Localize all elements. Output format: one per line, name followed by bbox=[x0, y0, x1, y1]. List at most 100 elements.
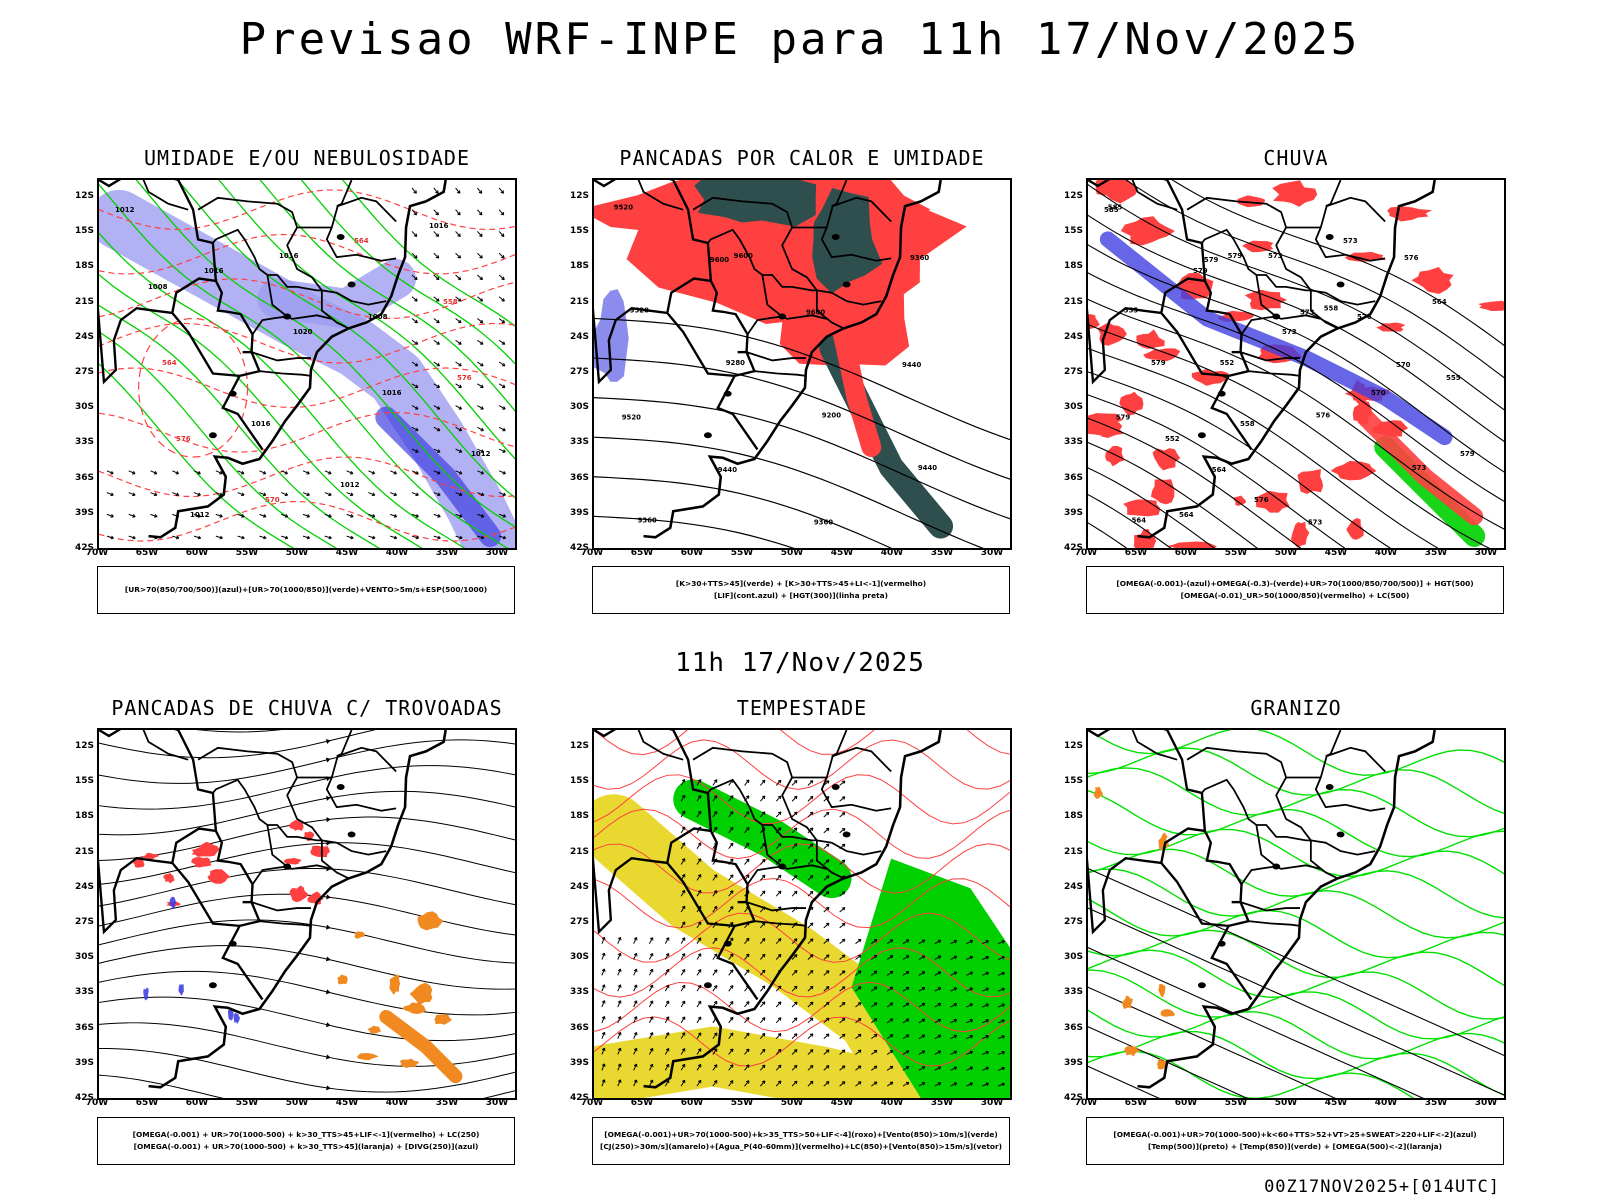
wind-vector bbox=[950, 1003, 957, 1008]
wind-vector bbox=[905, 1002, 910, 1007]
blue-band bbox=[1099, 231, 1453, 446]
wind-vector bbox=[985, 940, 990, 944]
lat-label: 24S bbox=[1063, 331, 1083, 342]
wind-vector bbox=[777, 1017, 782, 1021]
wind-vector bbox=[982, 987, 989, 992]
lon-label: 35W bbox=[930, 1098, 954, 1108]
lake bbox=[831, 234, 840, 240]
wind-arrow bbox=[324, 535, 332, 539]
wind-vector bbox=[809, 954, 814, 958]
lon-label: 50W bbox=[780, 548, 804, 558]
wind-vector bbox=[825, 1001, 830, 1006]
wind-vector bbox=[617, 1000, 621, 1008]
lon-label: 45W bbox=[335, 548, 359, 558]
wind-vector bbox=[937, 987, 942, 991]
temp850-contour bbox=[1088, 747, 1504, 814]
wind-vector bbox=[745, 842, 750, 847]
lat-label: 39S bbox=[1063, 1057, 1083, 1068]
streamline bbox=[99, 765, 515, 810]
hgt-label: 9520 bbox=[630, 307, 649, 315]
lon-label: 40W bbox=[385, 1098, 409, 1108]
wind-vector bbox=[681, 842, 686, 846]
wind-vector bbox=[953, 955, 958, 960]
wind-arrow bbox=[498, 448, 506, 453]
lon-label: 65W bbox=[1124, 1098, 1148, 1108]
contour-label: 585 bbox=[1104, 206, 1119, 214]
state-border bbox=[637, 730, 684, 761]
wind-vector bbox=[905, 955, 910, 959]
wind-vector bbox=[921, 1066, 926, 1070]
wind-arrow bbox=[415, 535, 419, 540]
wind-vector bbox=[633, 984, 638, 992]
wind-vector bbox=[760, 795, 766, 802]
hgt500-label: 576 bbox=[1404, 254, 1419, 262]
wind-arrow bbox=[433, 361, 440, 367]
country-border bbox=[1160, 277, 1229, 378]
wind-arrow bbox=[433, 209, 439, 216]
wind-arrow bbox=[197, 470, 201, 475]
lon-label: 60W bbox=[680, 1098, 704, 1108]
wind-vector bbox=[807, 780, 814, 786]
wind-vector bbox=[745, 937, 750, 942]
legend-line: [OMEGA(-0.001) + UR>70(1000-500) + k>30_… bbox=[132, 1130, 480, 1139]
map-panel[interactable] bbox=[1086, 728, 1506, 1100]
wind-arrow bbox=[193, 513, 201, 518]
wind-vector bbox=[823, 1049, 830, 1055]
wind-vector bbox=[681, 858, 686, 862]
contour-label: 576 bbox=[1254, 496, 1269, 504]
map-panel[interactable]: 585 579 573 570 579 564 573 576 555 552 576 573 564 5… bbox=[1086, 178, 1506, 550]
hgt500-label: 579 bbox=[1204, 256, 1219, 264]
streamline-arrow bbox=[326, 894, 331, 900]
wind-vector bbox=[997, 1035, 1005, 1040]
wind-vector bbox=[760, 1017, 766, 1024]
wind-vector bbox=[713, 937, 718, 942]
wind-vector bbox=[760, 1080, 766, 1087]
wind-arrow bbox=[455, 448, 463, 453]
wind-vector bbox=[761, 795, 766, 800]
wind-vector bbox=[729, 858, 734, 863]
temp850-contour bbox=[1088, 1031, 1504, 1096]
lat-label: 30S bbox=[74, 952, 94, 963]
red-contour bbox=[594, 843, 1010, 894]
map-panel[interactable] bbox=[97, 178, 517, 550]
map-panel[interactable] bbox=[592, 728, 1012, 1100]
wind-vector bbox=[697, 842, 702, 846]
lat-label: 12S bbox=[569, 741, 589, 751]
streamline bbox=[99, 730, 376, 759]
wind-vector bbox=[601, 936, 606, 941]
legend-line: [OMEGA(-0.01)_UR>50(1000/850)(vermelho) … bbox=[1180, 591, 1410, 600]
contour-label: 579 bbox=[1151, 359, 1166, 367]
wind-arrow bbox=[193, 492, 201, 496]
wind-arrow bbox=[435, 190, 439, 194]
contour-label: 564 bbox=[1432, 298, 1447, 306]
wind-vector bbox=[889, 1050, 894, 1054]
state-border bbox=[1325, 180, 1342, 207]
lat-label: 18S bbox=[74, 811, 94, 822]
wind-vector bbox=[889, 986, 894, 991]
map-panel[interactable] bbox=[97, 728, 517, 1100]
orange-band bbox=[379, 1009, 463, 1084]
wind-vector bbox=[601, 1015, 606, 1020]
wind-vector bbox=[729, 937, 734, 942]
wind-vector bbox=[871, 1002, 878, 1008]
wind-vector bbox=[696, 874, 702, 881]
lat-label: 30S bbox=[1063, 952, 1083, 963]
wind-vector bbox=[617, 1016, 622, 1020]
wind-vector bbox=[825, 811, 830, 816]
wind-vector bbox=[809, 827, 814, 832]
wind-vector bbox=[649, 1000, 654, 1004]
orange-patch bbox=[1121, 995, 1133, 1009]
lon-label: 35W bbox=[1424, 548, 1448, 558]
contour-label: 570 bbox=[265, 496, 280, 504]
map-panel[interactable]: 9520 9600 9600 9440 9520 9440 9360 9360 9520 9280… bbox=[592, 178, 1012, 550]
wind-vector bbox=[680, 795, 686, 802]
lon-label: 65W bbox=[630, 548, 654, 558]
hgt500-label: 558 bbox=[1324, 305, 1339, 313]
legend-box: [K>30+TTS>45](verde) + [K>30+TTS>45+LI<-… bbox=[592, 566, 1010, 614]
wind-vector bbox=[761, 890, 766, 894]
wind-arrow bbox=[433, 274, 440, 280]
red-patch bbox=[1152, 448, 1181, 471]
wind-vector bbox=[649, 1000, 654, 1008]
wind-arrow bbox=[411, 209, 417, 216]
wind-vector bbox=[855, 938, 862, 945]
